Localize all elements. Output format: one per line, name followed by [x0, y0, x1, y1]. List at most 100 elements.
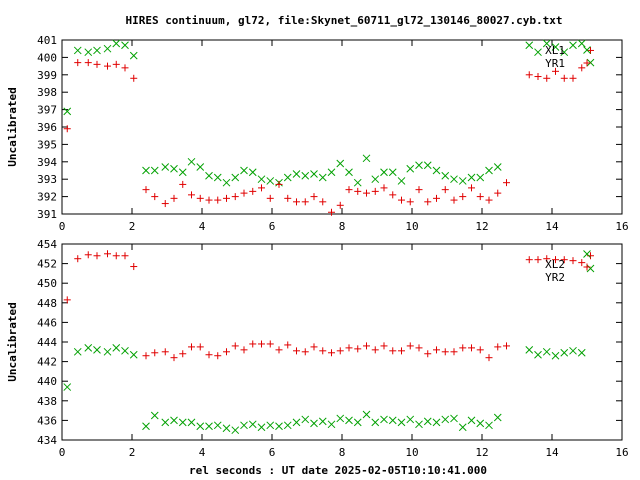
data-point-xl2	[467, 416, 476, 425]
data-point-yr1	[354, 187, 362, 195]
data-point-xl1	[423, 161, 432, 170]
x-tick-label: 14	[545, 446, 559, 459]
y-tick-label: 392	[37, 191, 57, 204]
data-point-xl2	[222, 424, 231, 433]
data-point-yr2	[424, 350, 432, 358]
data-point-yr1	[74, 59, 82, 67]
data-point-yr1	[170, 194, 178, 202]
data-point-yr1	[188, 191, 195, 199]
data-point-yr2	[130, 263, 138, 271]
data-point-yr1	[196, 194, 204, 202]
data-point-xl2	[542, 347, 551, 356]
data-point-xl2	[458, 423, 467, 432]
data-point-xl2	[257, 423, 266, 432]
data-point-yr1	[130, 74, 138, 82]
y-tick-label: 395	[37, 138, 57, 151]
data-point-xl2	[560, 348, 569, 357]
data-point-yr1	[406, 198, 414, 206]
data-point-xl2	[450, 414, 458, 423]
y-tick-label: 442	[37, 356, 57, 369]
axis-ticks-top: 0 2 4 6 8 10 12 14 16 391 392 393 394 395 396 397 398 399…	[37, 34, 629, 233]
data-point-xl2	[551, 351, 560, 360]
data-point-xl1	[257, 175, 266, 184]
data-point-xl2	[362, 410, 371, 419]
data-point-yr2	[214, 352, 222, 360]
x-tick-label: 14	[545, 220, 559, 233]
data-point-yr1	[112, 60, 120, 68]
data-point-yr1	[179, 180, 187, 188]
data-point-yr1	[121, 64, 129, 72]
data-point-xl1	[178, 168, 187, 177]
data-point-xl1	[362, 154, 371, 163]
data-point-yr1	[293, 198, 300, 206]
data-point-xl1	[292, 170, 301, 178]
data-point-xl1	[450, 175, 458, 184]
data-point-yr1	[63, 125, 71, 133]
data-point-xl1	[63, 107, 72, 116]
data-point-yr1	[380, 184, 388, 192]
y-tick-label: 452	[37, 258, 57, 271]
data-points-bottom	[63, 250, 595, 435]
data-point-xl2	[231, 426, 240, 435]
data-point-yr1	[249, 187, 257, 195]
data-point-xl2	[577, 348, 586, 357]
data-point-xl1	[310, 170, 318, 178]
data-point-yr2	[560, 256, 568, 264]
data-point-xl1	[560, 48, 569, 57]
y-tick-label: 397	[37, 104, 57, 117]
data-point-xl2	[248, 420, 257, 429]
data-point-yr1	[205, 196, 213, 204]
data-point-yr2	[363, 342, 370, 350]
data-point-yr2	[74, 255, 82, 263]
data-point-xl1	[266, 177, 275, 185]
data-point-yr1	[468, 184, 475, 192]
legend-label-yr1: YR1	[545, 57, 565, 70]
data-point-xl2	[353, 418, 362, 427]
legend-label-xl1: XL1	[545, 44, 565, 57]
data-point-xl2	[213, 421, 222, 430]
data-point-yr2	[459, 344, 467, 352]
data-point-yr1	[415, 186, 423, 194]
data-point-yr2	[170, 354, 178, 362]
data-point-xl2	[318, 417, 327, 426]
y-tick-label: 401	[37, 34, 57, 47]
data-point-yr2	[345, 344, 353, 352]
data-point-xl2	[345, 416, 353, 425]
legend-marker-yr2	[583, 263, 591, 271]
x-tick-label: 10	[405, 220, 418, 233]
data-point-xl1	[205, 171, 213, 180]
data-point-yr2	[284, 341, 292, 349]
data-point-yr2	[188, 343, 195, 351]
data-point-xl2	[586, 264, 595, 273]
y-tick-label: 444	[37, 336, 57, 349]
data-point-xl2	[569, 346, 577, 355]
data-point-xl1	[542, 39, 551, 48]
data-point-xl2	[292, 418, 301, 427]
data-point-yr2	[161, 348, 169, 356]
data-point-yr2	[205, 351, 213, 359]
data-point-yr2	[543, 255, 551, 263]
data-point-xl2	[423, 417, 432, 426]
data-point-xl1	[327, 168, 336, 177]
data-point-xl2	[103, 347, 112, 356]
data-point-yr2	[380, 342, 388, 350]
data-point-yr2	[275, 346, 283, 354]
data-point-xl1	[380, 168, 388, 177]
data-point-yr2	[485, 354, 493, 362]
data-point-yr2	[151, 349, 159, 357]
data-point-yr1	[151, 193, 159, 201]
data-point-xl1	[397, 177, 406, 185]
data-point-yr1	[345, 186, 353, 194]
y-tick-label: 438	[37, 395, 57, 408]
plot-frame-bottom	[61, 243, 623, 441]
data-point-xl2	[187, 418, 196, 427]
data-point-xl1	[240, 166, 248, 175]
data-point-yr2	[293, 347, 300, 355]
data-point-yr1	[441, 186, 449, 194]
data-point-yr2	[266, 340, 274, 348]
data-point-xl2	[275, 422, 283, 431]
data-point-xl2	[84, 344, 93, 352]
data-point-yr2	[398, 347, 405, 355]
data-point-xl1	[231, 173, 240, 182]
data-point-yr1	[266, 194, 274, 202]
